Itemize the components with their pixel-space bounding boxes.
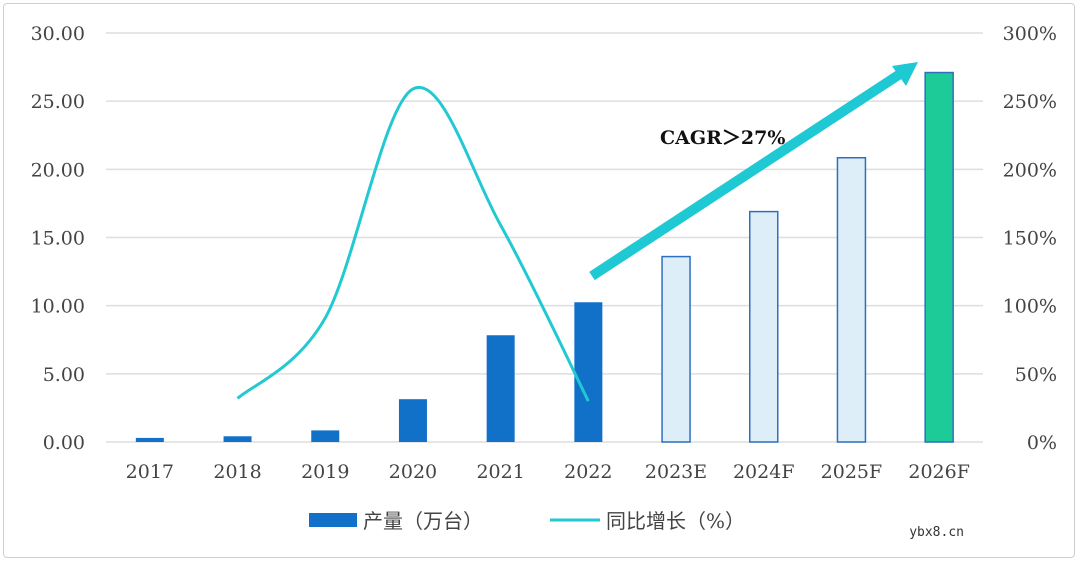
right-tick-label: 250% — [1003, 91, 1057, 113]
bar-2023E — [661, 255, 691, 443]
bar-2025F — [836, 156, 867, 443]
left-tick-label: 30.00 — [31, 23, 85, 45]
left-tick-label: 15.00 — [31, 228, 85, 250]
left-tick-label: 0.00 — [43, 432, 85, 454]
bar-2020 — [398, 399, 427, 442]
left-tick-label: 10.00 — [31, 296, 85, 318]
x-tick-label: 2024F — [733, 461, 795, 483]
watermark: ybx8.cn — [905, 523, 968, 542]
cagr-arrow-head — [892, 62, 918, 86]
right-tick-label: 0% — [1027, 432, 1057, 454]
bar-2021 — [486, 335, 515, 442]
bar-2024F — [749, 210, 779, 443]
left-tick-label: 5.00 — [43, 364, 85, 386]
right-tick-label: 50% — [1015, 364, 1057, 386]
x-tick-label: 2022 — [564, 461, 612, 483]
cagr-arrow-shaft — [589, 69, 903, 281]
x-tick-label: 2020 — [389, 461, 437, 483]
legend-bar-label: 产量（万台） — [363, 509, 483, 533]
growth-line — [236, 85, 590, 402]
x-tick-label: 2018 — [213, 461, 261, 483]
x-tick-label: 2026F — [908, 461, 970, 483]
bar-2022 — [574, 302, 603, 442]
bar-2026F — [924, 71, 954, 443]
x-tick-label: 2025F — [821, 461, 883, 483]
x-tick-label: 2017 — [126, 461, 174, 483]
cagr-annotation: CAGR＞27% — [660, 127, 785, 149]
x-tick-label: 2021 — [476, 461, 524, 483]
left-tick-label: 20.00 — [31, 159, 85, 181]
right-tick-label: 150% — [1003, 228, 1057, 250]
bar-2017 — [135, 437, 164, 442]
legend-bar-swatch — [309, 513, 357, 527]
right-tick-label: 200% — [1003, 159, 1057, 181]
bar-2019 — [311, 430, 340, 442]
right-tick-label: 100% — [1003, 296, 1057, 318]
bar-2018 — [223, 436, 252, 442]
left-tick-label: 25.00 — [31, 91, 85, 113]
x-tick-label: 2019 — [301, 461, 349, 483]
right-tick-label: 300% — [1003, 23, 1057, 45]
chart-frame — [3, 3, 1075, 558]
x-tick-label: 2023E — [645, 461, 707, 483]
legend-line-label: 同比增长（%） — [606, 509, 745, 533]
